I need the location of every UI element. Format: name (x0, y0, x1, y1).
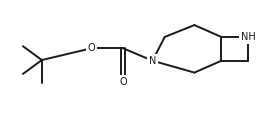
Text: O: O (119, 77, 127, 87)
Text: O: O (88, 43, 96, 53)
Text: NH: NH (241, 32, 256, 42)
Text: N: N (149, 56, 156, 66)
